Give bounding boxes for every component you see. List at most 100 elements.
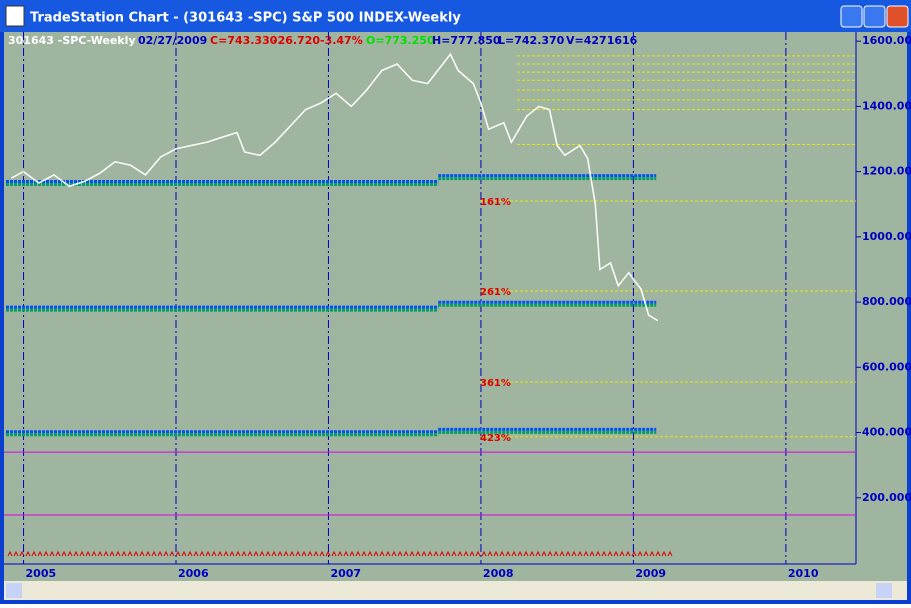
marker [577, 550, 583, 557]
marker [61, 550, 67, 557]
marker [553, 550, 559, 557]
volume: V=4271616 [566, 34, 638, 47]
marker [253, 550, 259, 557]
scroll-left[interactable] [6, 583, 22, 598]
marker [337, 550, 343, 557]
close: C=743.330 [210, 34, 278, 47]
marker [421, 550, 427, 557]
marker [535, 550, 541, 557]
scroll-right[interactable] [876, 583, 892, 598]
marker [73, 550, 79, 557]
fib-label: 361% [480, 378, 511, 389]
marker [571, 550, 577, 557]
marker [301, 550, 307, 557]
marker [355, 550, 361, 557]
symbol: 301643 -SPC-Weekly [8, 34, 136, 47]
high: H=777.850 [432, 34, 501, 47]
marker [109, 550, 115, 557]
marker [595, 550, 601, 557]
marker [223, 550, 229, 557]
marker [619, 550, 625, 557]
marker [133, 550, 139, 557]
app-icon [5, 5, 25, 27]
marker [289, 550, 295, 557]
maximize-button[interactable] [863, 5, 886, 28]
marker [475, 550, 481, 557]
marker [115, 550, 121, 557]
x-tick-label: 2010 [788, 567, 819, 580]
marker [85, 550, 91, 557]
minimize-button[interactable] [840, 5, 863, 28]
marker [613, 550, 619, 557]
marker [385, 550, 391, 557]
fib-label: 161% [480, 197, 511, 208]
marker [607, 550, 613, 557]
marker [481, 550, 487, 557]
marker [103, 550, 109, 557]
marker [523, 550, 529, 557]
marker [427, 550, 433, 557]
y-tick-label: 1400.000 [862, 99, 911, 112]
marker [661, 550, 667, 557]
marker [127, 550, 133, 557]
marker [625, 550, 631, 557]
marker [313, 550, 319, 557]
marker [157, 550, 163, 557]
marker [511, 550, 517, 557]
marker [13, 550, 19, 557]
marker [331, 550, 337, 557]
marker [43, 550, 49, 557]
marker [295, 550, 301, 557]
change-pct: -3.47% [320, 34, 363, 47]
marker [55, 550, 61, 557]
y-tick-label: 1600.000 [862, 34, 911, 47]
marker [241, 550, 247, 557]
marker [79, 550, 85, 557]
x-tick-label: 2006 [178, 567, 209, 580]
marker [151, 550, 157, 557]
marker [403, 550, 409, 557]
marker [49, 550, 55, 557]
y-tick-label: 200.000 [862, 491, 911, 504]
marker [121, 550, 127, 557]
marker [247, 550, 253, 557]
marker [391, 550, 397, 557]
date: 02/27/2009 [138, 34, 207, 47]
marker [445, 550, 451, 557]
marker [631, 550, 637, 557]
marker [343, 550, 349, 557]
marker [37, 550, 43, 557]
marker [307, 550, 313, 557]
y-tick-label: 400.000 [862, 426, 911, 439]
marker [655, 550, 661, 557]
close-button[interactable] [886, 5, 909, 28]
marker [667, 550, 673, 557]
marker [547, 550, 553, 557]
y-tick-label: 1000.000 [862, 230, 911, 243]
marker [319, 550, 325, 557]
marker [175, 550, 181, 557]
marker [349, 550, 355, 557]
marker [31, 550, 37, 557]
change: -26.720 [273, 34, 320, 47]
marker [397, 550, 403, 557]
low: L=742.370 [498, 34, 565, 47]
window-title: TradeStation Chart - (301643 -SPC) S&P 5… [30, 11, 461, 26]
scrollbar[interactable] [4, 581, 907, 600]
marker [283, 550, 289, 557]
marker [367, 550, 373, 557]
marker [379, 550, 385, 557]
marker [601, 550, 607, 557]
x-tick-label: 2009 [635, 567, 666, 580]
marker [181, 550, 187, 557]
fib-label: 261% [480, 287, 511, 298]
fib-label: 423% [480, 433, 511, 444]
marker [259, 550, 265, 557]
marker [25, 550, 31, 557]
marker [19, 550, 25, 557]
marker [277, 550, 283, 557]
marker [211, 550, 217, 557]
marker [565, 550, 571, 557]
marker [409, 550, 415, 557]
